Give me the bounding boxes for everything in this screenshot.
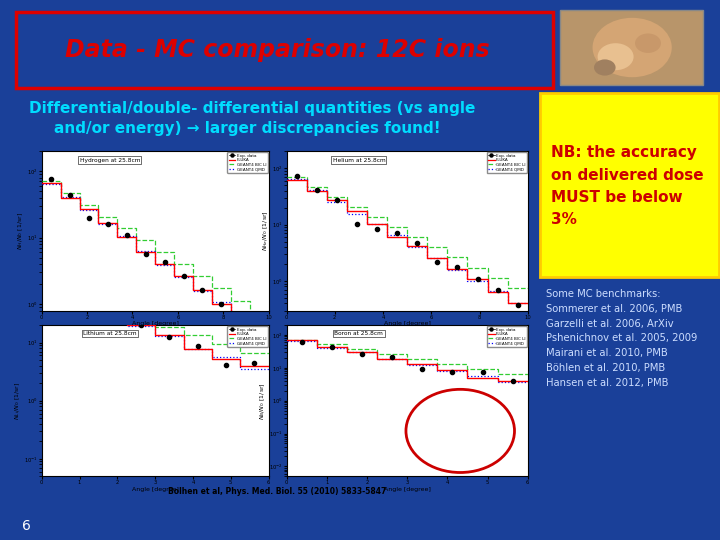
- Y-axis label: $N_{He}/N_0$ [1/sr]: $N_{He}/N_0$ [1/sr]: [261, 211, 270, 251]
- Legend: Exp. data, FLUKA, GEANT4 BIC LI, GEANT4 QMD: Exp. data, FLUKA, GEANT4 BIC LI, GEANT4 …: [487, 152, 527, 173]
- Text: Bolhen et al, Phys. Med. Biol. 55 (2010) 5833-5847: Bolhen et al, Phys. Med. Biol. 55 (2010)…: [168, 487, 387, 496]
- Text: Data - MC comparison: 12C ions: Data - MC comparison: 12C ions: [65, 38, 490, 62]
- Circle shape: [635, 33, 661, 53]
- Y-axis label: $N_H/N_0$ [1/sr]: $N_H/N_0$ [1/sr]: [17, 212, 25, 250]
- Legend: Exp. data, FLUKA, GEANT4 BIC LI, GEANT4 QMD: Exp. data, FLUKA, GEANT4 BIC LI, GEANT4 …: [487, 326, 527, 347]
- Legend: Exp. data, FLUKA, GEANT4 BIC LI, GEANT4 QMD: Exp. data, FLUKA, GEANT4 BIC LI, GEANT4 …: [228, 152, 268, 173]
- Circle shape: [594, 59, 616, 76]
- Text: NB: the accuracy
on delivered dose
MUST be below
3%: NB: the accuracy on delivered dose MUST …: [551, 145, 703, 227]
- Circle shape: [593, 18, 672, 77]
- X-axis label: Angle [degree]: Angle [degree]: [384, 487, 431, 492]
- Text: Helium at 25.8cm: Helium at 25.8cm: [333, 158, 385, 163]
- X-axis label: Angle [degree]: Angle [degree]: [132, 321, 179, 326]
- FancyBboxPatch shape: [540, 93, 719, 277]
- Text: Lithium at 25.8cm: Lithium at 25.8cm: [83, 331, 137, 336]
- FancyBboxPatch shape: [16, 12, 553, 88]
- FancyBboxPatch shape: [560, 10, 703, 85]
- Y-axis label: $N_{Li}/N_0$ [1/sr]: $N_{Li}/N_0$ [1/sr]: [14, 381, 22, 420]
- Legend: Exp. data, FLUKA, GEANT4 BIC LI, GEANT4 QMD: Exp. data, FLUKA, GEANT4 BIC LI, GEANT4 …: [228, 326, 268, 347]
- Text: and/or energy) → larger discrepancies found!: and/or energy) → larger discrepancies fo…: [54, 121, 441, 136]
- Text: Some MC benchmarks:
Sommerer et al. 2006, PMB
Garzelli et al. 2006, ArXiv
Psheni: Some MC benchmarks: Sommerer et al. 2006…: [546, 289, 697, 388]
- Text: Differential/double- differential quantities (vs angle: Differential/double- differential quanti…: [29, 100, 475, 116]
- Text: Hydrogen at 25.8cm: Hydrogen at 25.8cm: [79, 158, 140, 163]
- Circle shape: [598, 43, 634, 70]
- Text: 6: 6: [22, 519, 30, 534]
- X-axis label: Angle [degree]: Angle [degree]: [132, 487, 179, 492]
- Y-axis label: $N_B/N_0$ [1/sr]: $N_B/N_0$ [1/sr]: [258, 382, 267, 420]
- X-axis label: Angle [degree]: Angle [degree]: [384, 321, 431, 326]
- Text: Boron at 25.8cm: Boron at 25.8cm: [335, 331, 383, 336]
